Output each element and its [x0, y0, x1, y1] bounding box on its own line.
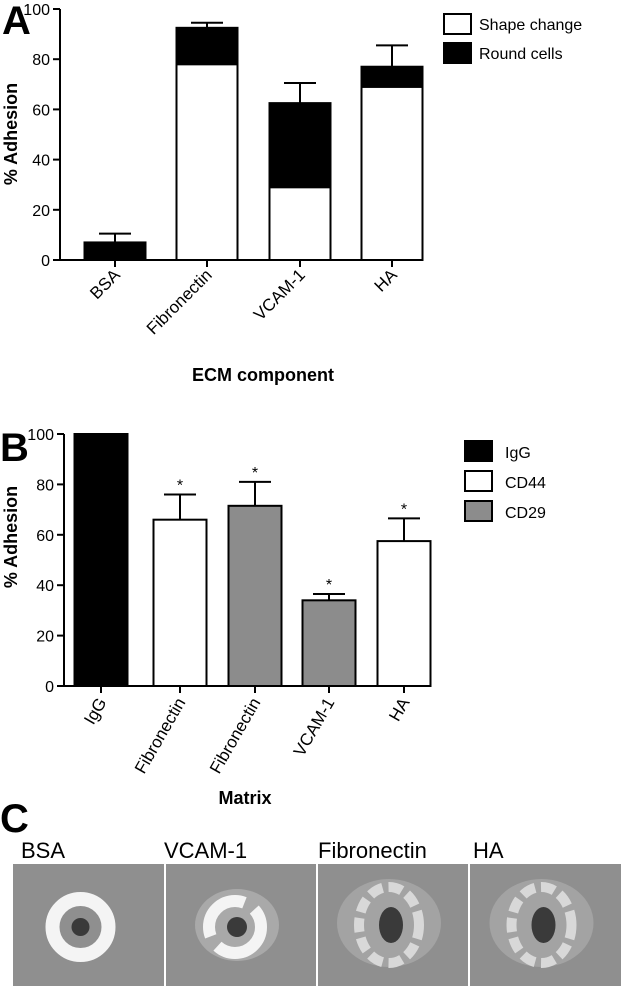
legend-label-a: Round cells [479, 46, 563, 63]
cell-nucleus [71, 918, 90, 936]
bar [376, 540, 432, 687]
x-axis-title-b: Matrix [218, 788, 271, 808]
cell-ring [354, 882, 424, 968]
y-tick-label-b: 80 [36, 477, 54, 494]
legend-swatch-b [464, 470, 493, 492]
y-tick-label-a: 60 [32, 102, 50, 119]
cell-nucleus [227, 917, 247, 937]
legend-b: IgG CD44 CD29 [464, 440, 546, 522]
micrograph-vcam-1 [166, 864, 316, 986]
x-tick-label-a: BSA [86, 265, 124, 303]
bar-segment [175, 26, 239, 66]
y-tick-label-b: 60 [36, 528, 54, 545]
significance-marker: * [326, 577, 332, 594]
x-tick-label-a: HA [371, 265, 402, 296]
legend-swatch-b [464, 440, 493, 462]
y-axis-title-b: % Adhesion [1, 486, 21, 588]
micrograph-label: HA [473, 838, 504, 863]
x-tick-label-a: VCAM-1 [250, 265, 309, 324]
x-tick-label-b: VCAM-1 [290, 695, 339, 760]
significance-marker: * [252, 465, 258, 482]
legend-label-a: Shape change [479, 17, 582, 34]
bar [73, 433, 129, 687]
bar [227, 504, 283, 687]
legend-a: Shape change Round cells [443, 13, 582, 64]
micrograph-fibronectin [318, 864, 468, 986]
y-tick-label-b: 20 [36, 629, 54, 646]
panel-b: B % Adhesion Matrix IgG CD44 CD29 0 20 40 60 8… [0, 426, 546, 808]
panel-a: A % Adhesion ECM component Shape change R… [1, 0, 582, 385]
panel-label-a: A [2, 0, 31, 43]
panel-label-b: B [0, 426, 29, 470]
bar-segment [83, 241, 147, 261]
y-tick-label-a: 40 [32, 153, 50, 170]
legend-label-b: CD29 [505, 505, 546, 522]
x-tick-label-b: IgG [80, 695, 110, 728]
x-tick-label-b: Fibronectin [206, 695, 265, 777]
bar [301, 599, 357, 688]
cell-nucleus [379, 907, 403, 943]
panel-label-c: C [0, 797, 29, 841]
y-tick-label-b: 40 [36, 578, 54, 595]
legend-swatch-a [443, 13, 472, 35]
micrograph-ha [470, 864, 621, 986]
bar [152, 518, 208, 687]
cell-ring [506, 882, 577, 968]
bar-segment [360, 85, 424, 261]
cell-ring [45, 892, 116, 962]
legend-swatch-b [464, 500, 493, 522]
bar-segment [175, 63, 239, 261]
x-tick-label-b: Fibronectin [131, 695, 190, 777]
cell-ring [203, 895, 267, 959]
y-tick-label-b: 0 [45, 679, 54, 696]
x-tick-label-a: Fibronectin [143, 265, 216, 338]
bar-segment [360, 65, 424, 88]
significance-marker: * [401, 501, 407, 518]
micrograph-label: VCAM-1 [164, 838, 247, 863]
panel-c: C BSA VCAM-1 Fibronectin HA [0, 797, 621, 986]
legend-label-b: IgG [505, 445, 531, 462]
y-tick-label-a: 20 [32, 203, 50, 220]
micrograph-row: BSA VCAM-1 Fibronectin HA [13, 838, 621, 986]
y-tick-label-a: 0 [41, 253, 50, 270]
x-tick-label-b: HA [385, 694, 414, 725]
y-tick-label-a: 80 [32, 52, 50, 69]
y-tick-label-a: 100 [23, 2, 50, 19]
bar-segment [268, 102, 332, 189]
significance-marker: * [177, 477, 183, 494]
micrograph-bsa [13, 864, 164, 986]
micrograph-label: BSA [21, 838, 65, 863]
legend-swatch-a [443, 42, 472, 64]
bar-segment [268, 186, 332, 262]
legend-label-b: CD44 [505, 475, 546, 492]
cell-nucleus [531, 907, 556, 943]
micrograph-label: Fibronectin [318, 838, 427, 863]
y-axis-title-a: % Adhesion [1, 83, 21, 185]
y-tick-label-b: 100 [27, 427, 54, 444]
x-axis-title-a: ECM component [192, 365, 334, 385]
